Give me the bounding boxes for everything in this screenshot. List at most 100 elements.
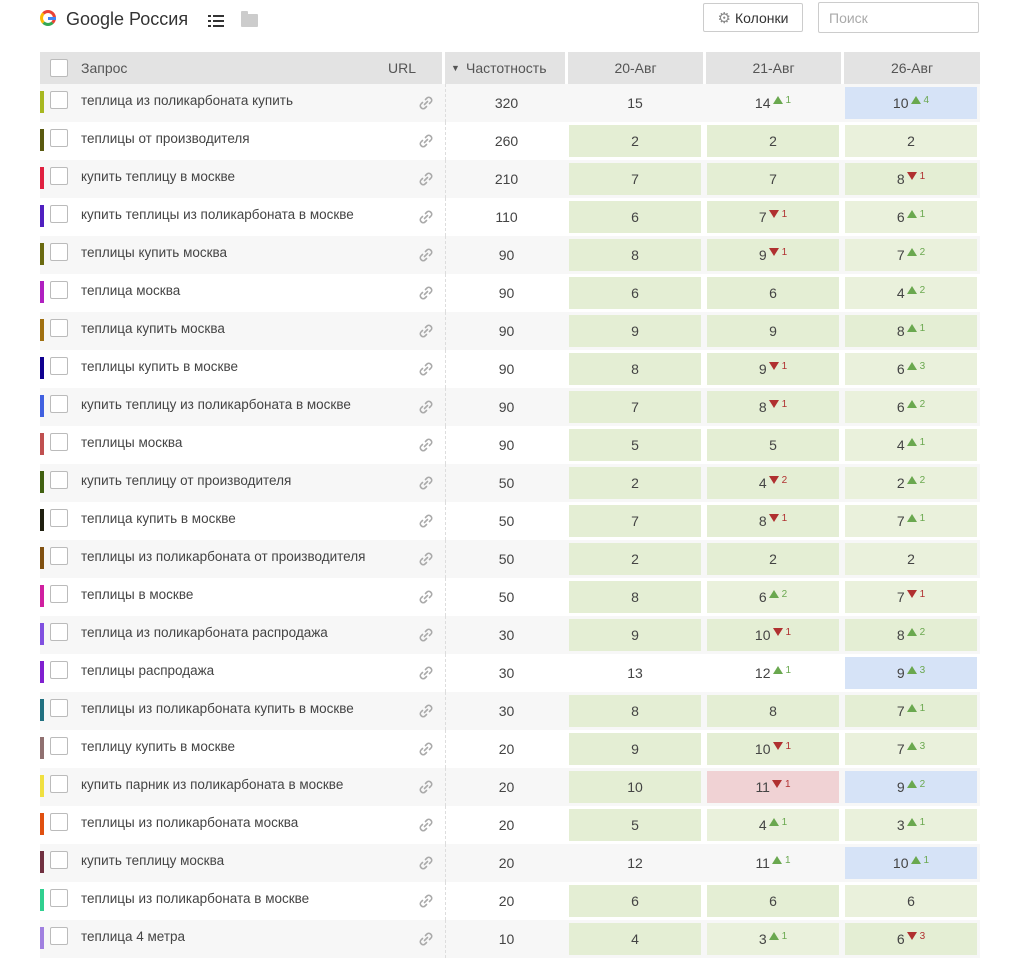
table-row[interactable]: купить теплицу от производителя 50 2 4 2 2 2: [40, 464, 980, 502]
table-row[interactable]: теплицы в москве 50 8 6 2 7 1: [40, 578, 980, 616]
table-row[interactable]: купить теплицу москва 20 12 11 1 10 1: [40, 844, 980, 882]
link-icon[interactable]: [418, 209, 434, 225]
table-row[interactable]: теплицы из поликарбоната москва 20 5 4 1 3 1: [40, 806, 980, 844]
position-cell[interactable]: 4: [569, 923, 701, 955]
table-row[interactable]: купить теплицу из поликарбоната в москве…: [40, 388, 980, 426]
position-cell[interactable]: 7: [569, 163, 701, 195]
row-checkbox[interactable]: [50, 433, 68, 451]
table-row[interactable]: теплица 4 метра 10 4 3 1 6 3: [40, 920, 980, 958]
position-cell[interactable]: 10 1: [707, 733, 839, 765]
position-cell[interactable]: 6: [569, 885, 701, 917]
column-url[interactable]: URL: [388, 60, 417, 76]
position-cell[interactable]: 11 1: [707, 847, 839, 879]
row-checkbox[interactable]: [50, 91, 68, 109]
row-checkbox[interactable]: [50, 889, 68, 907]
link-icon[interactable]: [418, 741, 434, 757]
link-icon[interactable]: [418, 361, 434, 377]
table-row[interactable]: теплицу купить в москве 20 9 10 1 7 3: [40, 730, 980, 768]
row-checkbox[interactable]: [50, 167, 68, 185]
table-row[interactable]: теплицы из поликарбоната купить в москве…: [40, 692, 980, 730]
position-cell[interactable]: 10 4: [845, 87, 977, 119]
link-icon[interactable]: [418, 247, 434, 263]
table-row[interactable]: купить парник из поликарбоната в москве 2…: [40, 768, 980, 806]
position-cell[interactable]: 6: [707, 885, 839, 917]
row-checkbox[interactable]: [50, 471, 68, 489]
link-icon[interactable]: [418, 323, 434, 339]
position-cell[interactable]: 11 1: [707, 771, 839, 803]
row-checkbox[interactable]: [50, 509, 68, 527]
row-checkbox[interactable]: [50, 775, 68, 793]
position-cell[interactable]: 10 1: [707, 619, 839, 651]
position-cell[interactable]: 5: [707, 429, 839, 461]
position-cell[interactable]: 9: [569, 733, 701, 765]
row-checkbox[interactable]: [50, 243, 68, 261]
position-cell[interactable]: 2: [707, 543, 839, 575]
position-cell[interactable]: 12: [569, 847, 701, 879]
table-row[interactable]: теплица москва 90 6 6 4 2: [40, 274, 980, 312]
position-cell[interactable]: 7: [569, 391, 701, 423]
table-row[interactable]: купить теплицу в москве 210 7 7 8 1: [40, 160, 980, 198]
table-row[interactable]: теплицы из поликарбоната от производител…: [40, 540, 980, 578]
link-icon[interactable]: [418, 551, 434, 567]
position-cell[interactable]: 8: [707, 695, 839, 727]
link-icon[interactable]: [418, 171, 434, 187]
table-row[interactable]: теплицы купить в москве 90 8 9 1 6 3: [40, 350, 980, 388]
row-checkbox[interactable]: [50, 813, 68, 831]
table-row[interactable]: теплица купить в москве 50 7 8 1 7 1: [40, 502, 980, 540]
link-icon[interactable]: [418, 893, 434, 909]
table-row[interactable]: теплица купить москва 90 9 9 8 1: [40, 312, 980, 350]
column-query[interactable]: Запрос: [81, 60, 128, 76]
link-icon[interactable]: [418, 931, 434, 947]
position-cell[interactable]: 6: [707, 277, 839, 309]
position-cell[interactable]: 6: [569, 201, 701, 233]
table-row[interactable]: теплицы москва 90 5 5 4 1: [40, 426, 980, 464]
link-icon[interactable]: [418, 399, 434, 415]
position-cell[interactable]: 13: [569, 657, 701, 689]
row-checkbox[interactable]: [50, 737, 68, 755]
position-cell[interactable]: 6: [845, 885, 977, 917]
row-checkbox[interactable]: [50, 699, 68, 717]
row-checkbox[interactable]: [50, 395, 68, 413]
columns-button[interactable]: ⚙ Колонки: [703, 3, 803, 32]
position-cell[interactable]: 7: [707, 163, 839, 195]
position-cell[interactable]: 7: [569, 505, 701, 537]
column-date-2[interactable]: 21-Авг: [706, 52, 841, 84]
row-checkbox[interactable]: [50, 547, 68, 565]
position-cell[interactable]: 8: [569, 695, 701, 727]
search-input[interactable]: [818, 2, 979, 33]
position-cell[interactable]: 9: [569, 619, 701, 651]
table-row[interactable]: теплицы от производителя 260 2 2 2: [40, 122, 980, 160]
position-cell[interactable]: 8: [569, 239, 701, 271]
link-icon[interactable]: [418, 475, 434, 491]
row-checkbox[interactable]: [50, 927, 68, 945]
row-checkbox[interactable]: [50, 357, 68, 375]
row-checkbox[interactable]: [50, 585, 68, 603]
folder-icon[interactable]: [241, 11, 258, 27]
row-checkbox[interactable]: [50, 281, 68, 299]
link-icon[interactable]: [418, 665, 434, 681]
position-cell[interactable]: 8: [569, 581, 701, 613]
position-cell[interactable]: 9: [707, 315, 839, 347]
row-checkbox[interactable]: [50, 851, 68, 869]
column-date-3[interactable]: 26-Авг: [844, 52, 980, 84]
link-icon[interactable]: [418, 589, 434, 605]
position-cell[interactable]: 6: [569, 277, 701, 309]
table-row[interactable]: теплицы распродажа 30 13 12 1 9 3: [40, 654, 980, 692]
link-icon[interactable]: [418, 133, 434, 149]
link-icon[interactable]: [418, 513, 434, 529]
